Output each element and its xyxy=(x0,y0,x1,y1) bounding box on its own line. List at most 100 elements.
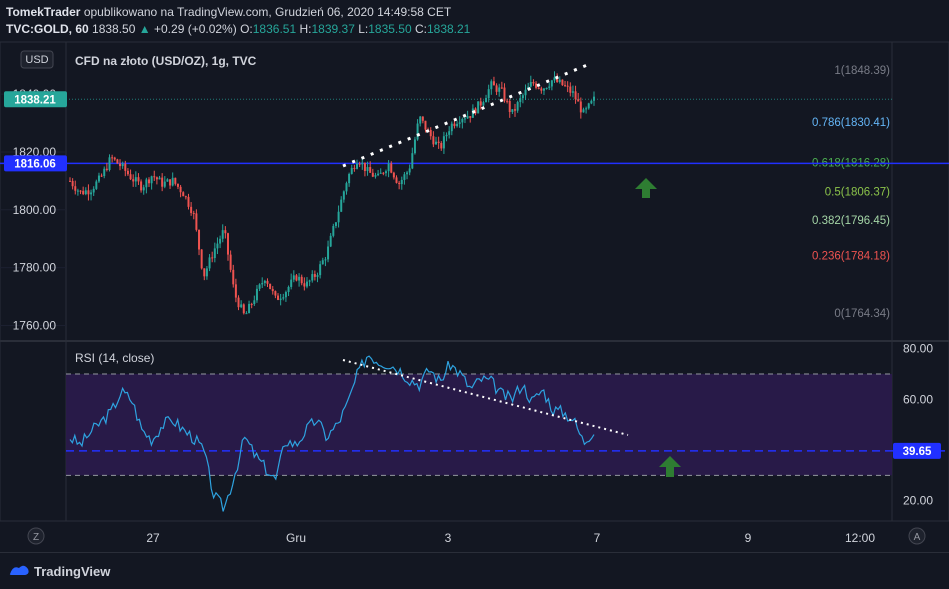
candle-body xyxy=(350,167,353,174)
candle-body xyxy=(292,275,295,280)
candle-body xyxy=(248,303,251,314)
candle-body xyxy=(269,283,272,289)
candle-body xyxy=(71,180,74,187)
candle-body xyxy=(485,97,488,103)
candle-body xyxy=(395,177,398,183)
candle-body xyxy=(137,177,140,182)
brand-name[interactable]: TradingView xyxy=(34,564,111,579)
candle-body xyxy=(453,123,456,127)
candle-body xyxy=(569,86,572,93)
candle-body xyxy=(495,85,498,92)
candle-body xyxy=(126,170,129,175)
candle-body xyxy=(377,173,380,176)
zoom-button[interactable] xyxy=(27,527,45,545)
candle-body xyxy=(508,100,511,112)
fib-level-label: 0.5(1806.37) xyxy=(825,186,890,198)
candle-body xyxy=(577,99,580,102)
candle-body xyxy=(361,162,364,165)
candle-body xyxy=(424,120,427,130)
candle-body xyxy=(321,260,324,265)
candle-body xyxy=(76,190,79,192)
rsi-value-text: 39.65 xyxy=(903,446,932,458)
candle-body xyxy=(316,275,319,277)
candle-body xyxy=(303,283,306,287)
fib-level-label: 0.382(1796.45) xyxy=(812,215,890,227)
candle-body xyxy=(216,243,219,249)
candle-body xyxy=(582,109,585,113)
candle-body xyxy=(155,177,158,180)
candle-body xyxy=(450,123,453,132)
candle-body xyxy=(153,176,156,178)
candle-body xyxy=(219,238,222,244)
candle-body xyxy=(382,172,385,174)
auto-scale-button[interactable] xyxy=(908,527,926,545)
tradingview-logo-icon xyxy=(9,565,29,575)
candle-body xyxy=(564,85,567,87)
candle-body xyxy=(95,181,98,189)
candle-body xyxy=(103,168,106,177)
candle-body xyxy=(492,81,495,86)
open-value: 1836.51 xyxy=(252,22,297,36)
candle-body xyxy=(226,233,229,255)
candle-body xyxy=(263,280,266,284)
x-tick-label: 3 xyxy=(445,531,452,545)
author-name[interactable]: TomekTrader xyxy=(6,5,81,19)
candle-body xyxy=(97,175,100,182)
symbol-label[interactable]: TVC:GOLD, 60 xyxy=(6,22,89,36)
currency-button-label[interactable]: USD xyxy=(25,54,48,66)
candle-body xyxy=(590,100,593,104)
candle-body xyxy=(400,179,403,185)
candle-body xyxy=(319,264,322,276)
candle-body xyxy=(300,276,303,284)
candle-body xyxy=(208,257,211,269)
x-tick-label: 7 xyxy=(594,531,601,545)
x-tick-label: 27 xyxy=(146,531,160,545)
candle-body xyxy=(271,288,274,292)
candle-body xyxy=(432,136,435,145)
candle-body xyxy=(487,89,490,98)
rsi-title: RSI (14, close) xyxy=(75,351,154,365)
fib-level-label: 0.786(1830.41) xyxy=(812,117,890,129)
candle-body xyxy=(474,108,477,114)
candle-body xyxy=(540,88,543,91)
candle-body xyxy=(277,295,280,300)
candle-body xyxy=(379,172,382,174)
candle-body xyxy=(369,167,372,173)
candle-body xyxy=(463,118,466,120)
candle-body xyxy=(519,98,522,103)
candle-body xyxy=(184,196,187,198)
rsi-trendline xyxy=(342,359,629,436)
candle-body xyxy=(408,168,411,173)
change-value: +0.29 (+0.02%) xyxy=(154,22,237,36)
chart-canvas[interactable]: USD1760.001780.001800.001820.001840.00CF… xyxy=(0,0,949,552)
candle-body xyxy=(84,190,87,195)
candle-body xyxy=(121,163,124,167)
candle-body xyxy=(490,81,493,90)
candle-body xyxy=(411,153,414,169)
candle-body xyxy=(374,175,377,177)
candle-body xyxy=(140,181,143,191)
candle-body xyxy=(158,177,161,180)
candle-body xyxy=(403,174,406,180)
candle-body xyxy=(211,257,214,259)
candle-body xyxy=(161,177,164,187)
rsi-tick-label: 80.00 xyxy=(903,342,933,356)
candle-body xyxy=(92,188,95,193)
candle-body xyxy=(116,159,119,164)
candle-body xyxy=(298,276,301,281)
open-label: O: xyxy=(240,22,253,36)
price-label-text: 1838.21 xyxy=(14,94,56,106)
candle-body xyxy=(458,122,461,124)
candle-body xyxy=(240,304,243,308)
candle-body xyxy=(398,182,401,185)
candle-body xyxy=(169,179,172,186)
candle-body xyxy=(587,103,590,109)
candle-body xyxy=(69,180,71,182)
candle-body xyxy=(334,222,337,226)
candle-body xyxy=(479,101,482,106)
candle-body xyxy=(566,85,569,87)
candles xyxy=(69,71,595,315)
candle-body xyxy=(282,297,285,299)
candle-body xyxy=(279,298,282,300)
candle-body xyxy=(332,225,335,236)
